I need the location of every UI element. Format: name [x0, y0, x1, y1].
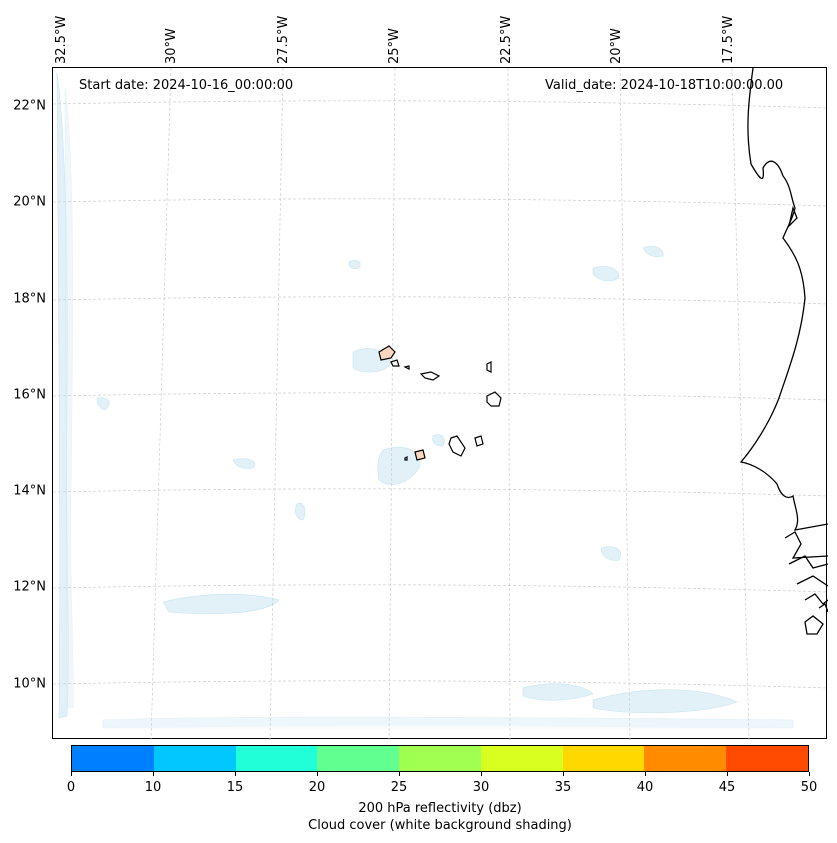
- colorbar-sublabel: Cloud cover (white background shading): [308, 818, 572, 833]
- island-brava: [404, 456, 408, 461]
- colorbar-segment: [726, 746, 809, 771]
- island-santiago: [448, 435, 466, 457]
- latitude-line-14n: [53, 488, 828, 497]
- colorbar-tickmark: [317, 772, 318, 776]
- colorbar-tickmark: [645, 772, 646, 776]
- start-date-label: Start date: 2024-10-16_00:00:00: [79, 78, 294, 93]
- island-maio: [474, 435, 484, 447]
- cloud-cover-shading: [56, 72, 794, 729]
- latitude-line-18n: [53, 296, 828, 305]
- lon-label-32.5w: 32.5°W: [54, 15, 69, 64]
- colorbar-tick-label: 40: [636, 780, 654, 795]
- colorbar-tick-label: 0: [66, 780, 76, 795]
- island-boa-vista: [486, 391, 502, 407]
- latitude-line-20n: [53, 198, 828, 207]
- colorbar-tick-label: 25: [390, 780, 408, 795]
- lat-label-16n: 16°N: [13, 387, 46, 403]
- map-panel[interactable]: [52, 67, 828, 740]
- colorbar-tick-label: 45: [718, 780, 736, 795]
- lon-label-27.5w: 27.5°W: [276, 15, 291, 64]
- colorbar-tickmark: [71, 772, 72, 776]
- latitude-line-12n: [53, 584, 828, 593]
- longitude-line-30w: [150, 68, 172, 740]
- colorbar-tickmark: [153, 772, 154, 776]
- lat-label-22n: 22°N: [13, 98, 46, 114]
- colorbar-tick-label: 15: [226, 780, 244, 795]
- cape-verde-islands: [378, 345, 502, 461]
- longitude-line-27.5w: [269, 68, 284, 740]
- colorbar-tickmark: [399, 772, 400, 776]
- colorbar-tickmark: [235, 772, 236, 776]
- coastline-west-africa: [739, 68, 828, 635]
- island-fogo: [414, 449, 426, 461]
- colorbar-tick-label: 30: [472, 780, 490, 795]
- colorbar-segment: [317, 746, 400, 771]
- island-sao-nicolau: [419, 371, 441, 381]
- colorbar-tickmark: [727, 772, 728, 776]
- colorbar-segment: [480, 746, 563, 771]
- colorbar-segment: [399, 746, 481, 771]
- colorbar-tick-label: 20: [308, 780, 326, 795]
- longitude-line-20w: [619, 68, 631, 740]
- latitude-line-10n: [53, 680, 828, 689]
- colorbar-tick-label: 35: [554, 780, 572, 795]
- lat-label-14n: 14°N: [13, 483, 46, 499]
- island-santa-luzia: [403, 365, 410, 370]
- colorbar-label: 200 hPa reflectivity (dbz): [358, 801, 522, 816]
- colorbar-segment: [562, 746, 645, 771]
- colorbar-tick-label: 50: [800, 780, 818, 795]
- longitude-line-25w: [388, 68, 396, 740]
- graticule: [53, 68, 828, 740]
- colorbar-tickmark: [481, 772, 482, 776]
- latitude-line-16n: [53, 392, 828, 401]
- colorbar-segment: [235, 746, 318, 771]
- lon-label-17.5w: 17.5°W: [721, 15, 736, 64]
- colorbar: [71, 745, 809, 772]
- map-canvas: [53, 68, 828, 740]
- longitude-line-17.5w: [731, 68, 750, 740]
- lat-label-10n: 10°N: [13, 676, 46, 692]
- island-santo-antao: [378, 345, 396, 361]
- lon-label-22.5w: 22.5°W: [499, 15, 514, 64]
- lon-label-30w: 30°W: [164, 28, 179, 64]
- island-sal: [486, 361, 492, 373]
- lat-label-18n: 18°N: [13, 291, 46, 307]
- colorbar-segment: [644, 746, 727, 771]
- colorbar-tick-label: 10: [144, 780, 162, 795]
- lon-label-25w: 25°W: [387, 28, 402, 64]
- lon-label-20w: 20°W: [609, 28, 624, 64]
- valid-date-label: Valid_date: 2024-10-18T10:00:00.00: [545, 78, 784, 93]
- lat-label-12n: 12°N: [13, 579, 46, 595]
- island-sao-vicente: [390, 359, 400, 367]
- colorbar-segment: [153, 746, 236, 771]
- latitude-line-22n: [53, 100, 828, 109]
- colorbar-tickmark: [809, 772, 810, 776]
- longitude-line-22.5w: [507, 68, 511, 740]
- colorbar-tickmark: [563, 772, 564, 776]
- colorbar-segment: [72, 746, 154, 771]
- lat-label-20n: 20°N: [13, 194, 46, 210]
